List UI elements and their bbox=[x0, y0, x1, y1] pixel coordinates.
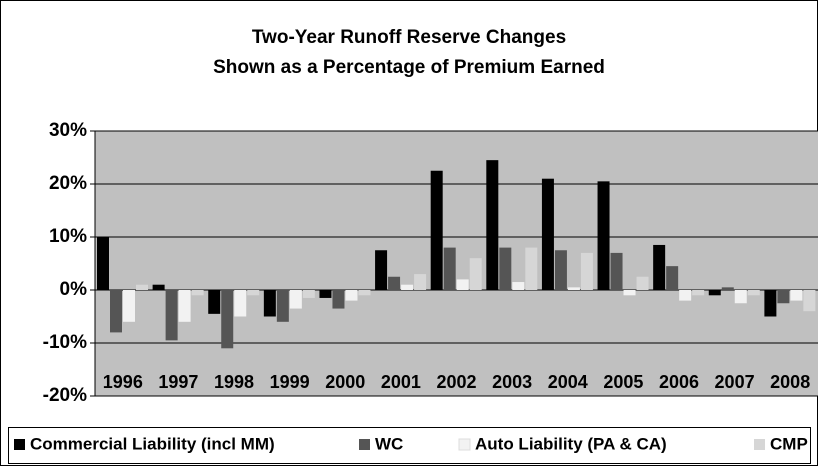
bar bbox=[541, 178, 554, 290]
legend-label: Commercial Liability (incl MM) bbox=[30, 434, 275, 453]
bar bbox=[623, 290, 636, 296]
legend-swatch bbox=[458, 438, 471, 451]
legend-box bbox=[8, 427, 811, 464]
bar bbox=[208, 290, 221, 314]
bar bbox=[319, 290, 332, 298]
bar bbox=[764, 290, 777, 317]
y-tick-label: 0% bbox=[60, 279, 88, 300]
x-tick-label: 2004 bbox=[548, 372, 588, 392]
bar bbox=[443, 247, 456, 290]
y-tick-label: 30% bbox=[49, 120, 87, 141]
bar bbox=[597, 181, 610, 290]
bar bbox=[580, 252, 593, 290]
x-tick-label: 2008 bbox=[770, 372, 810, 392]
bar bbox=[666, 266, 679, 290]
bar bbox=[803, 290, 816, 312]
bar bbox=[512, 282, 525, 290]
bar bbox=[276, 290, 289, 322]
x-tick-label: 2003 bbox=[492, 372, 532, 392]
bar bbox=[692, 290, 705, 296]
chart-title: Two-Year Runoff Reserve Changes bbox=[252, 27, 566, 48]
x-tick-label: 1997 bbox=[158, 372, 198, 392]
bar bbox=[234, 290, 247, 317]
legend-label: Auto Liability (PA & CA) bbox=[475, 434, 667, 453]
bar bbox=[345, 290, 358, 301]
bar bbox=[499, 247, 512, 290]
legend-label: CMP bbox=[770, 434, 808, 453]
x-tick-label: 2006 bbox=[659, 372, 699, 392]
bar bbox=[456, 279, 469, 290]
x-tick-label: 2005 bbox=[603, 372, 643, 392]
y-tick-label: 20% bbox=[49, 173, 87, 194]
bar bbox=[430, 170, 443, 290]
bar bbox=[289, 290, 302, 309]
bar bbox=[747, 290, 760, 296]
bar bbox=[152, 284, 165, 290]
bar bbox=[679, 290, 692, 301]
legend-swatch bbox=[14, 439, 25, 450]
bar bbox=[375, 250, 388, 290]
bar bbox=[165, 290, 178, 341]
bar bbox=[247, 290, 260, 296]
x-tick-label: 2007 bbox=[715, 372, 755, 392]
legend-swatch bbox=[359, 439, 370, 450]
bar bbox=[191, 290, 204, 296]
bar bbox=[469, 258, 482, 290]
bar bbox=[554, 250, 567, 290]
bar bbox=[414, 274, 427, 290]
bar bbox=[97, 237, 109, 290]
bar bbox=[790, 290, 803, 301]
legend-label: WC bbox=[375, 434, 403, 453]
legend-swatch bbox=[754, 439, 765, 450]
bar bbox=[610, 252, 623, 290]
bar bbox=[221, 290, 234, 349]
plot-area bbox=[95, 131, 818, 396]
bar bbox=[734, 290, 747, 304]
bar bbox=[332, 290, 345, 309]
bar bbox=[358, 290, 371, 296]
bar bbox=[136, 284, 148, 290]
bar bbox=[567, 287, 580, 290]
y-tick-label: 10% bbox=[49, 226, 87, 247]
bar bbox=[263, 290, 276, 317]
chart-subtitle: Shown as a Percentage of Premium Earned bbox=[213, 57, 605, 78]
bar bbox=[302, 290, 315, 298]
x-tick-label: 1999 bbox=[270, 372, 310, 392]
bar bbox=[486, 160, 499, 290]
bar bbox=[388, 276, 401, 290]
x-tick-label: 2000 bbox=[325, 372, 365, 392]
y-tick-label: -20% bbox=[43, 385, 87, 406]
bar bbox=[653, 244, 666, 290]
bar bbox=[178, 290, 191, 322]
bar bbox=[777, 290, 790, 304]
bar bbox=[721, 287, 734, 290]
x-tick-label: 2002 bbox=[436, 372, 476, 392]
bar bbox=[708, 290, 721, 296]
x-tick-label: 2001 bbox=[381, 372, 421, 392]
y-tick-label: -10% bbox=[43, 332, 87, 353]
bar bbox=[525, 247, 538, 290]
bar bbox=[123, 290, 135, 322]
x-tick-label: 1998 bbox=[214, 372, 254, 392]
bar bbox=[401, 284, 414, 290]
bar bbox=[636, 276, 649, 290]
bar bbox=[110, 290, 122, 333]
x-tick-label: 1996 bbox=[103, 372, 143, 392]
